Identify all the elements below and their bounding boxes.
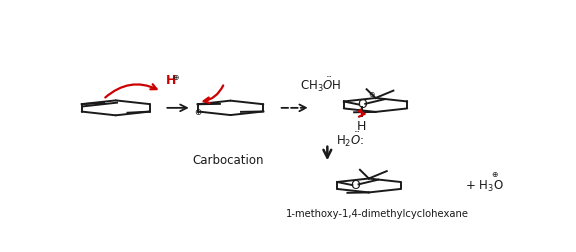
Text: Carbocation: Carbocation (192, 154, 264, 167)
Text: CH$_3\ddot{O}$H: CH$_3\ddot{O}$H (300, 75, 342, 94)
Text: O: O (357, 99, 367, 111)
Text: H: H (357, 119, 366, 133)
Text: $^{\oplus}$: $^{\oplus}$ (194, 109, 203, 122)
Text: + H$_3$O: + H$_3$O (465, 179, 503, 194)
Text: H: H (166, 75, 177, 87)
Text: H$_2\ddot{O}$:: H$_2\ddot{O}$: (336, 131, 365, 149)
Text: $^{\oplus}$: $^{\oplus}$ (368, 91, 376, 101)
Text: O: O (350, 179, 360, 192)
Text: $^{\oplus}$: $^{\oplus}$ (491, 172, 499, 182)
Text: $^{\oplus}$: $^{\oplus}$ (172, 75, 180, 85)
Text: 1-methoxy-1,4-dimethylcyclohexane: 1-methoxy-1,4-dimethylcyclohexane (286, 209, 469, 219)
